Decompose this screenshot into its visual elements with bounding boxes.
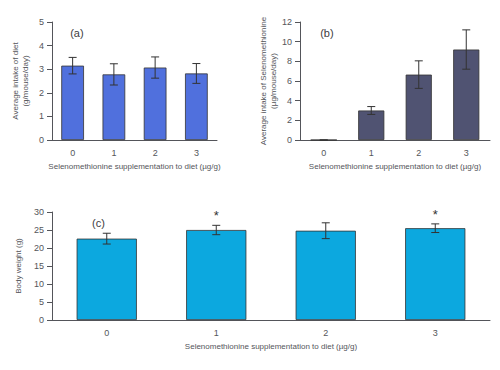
svg-text:1: 1 (111, 148, 116, 158)
svg-text:Selenomethionine supplementati: Selenomethionine supplementation to diet… (309, 162, 482, 171)
svg-text:2: 2 (323, 328, 328, 338)
svg-text:3: 3 (194, 148, 199, 158)
svg-text:(µg/mouse/day): (µg/mouse/day) (269, 53, 278, 109)
svg-text:Selenomethionine supplementati: Selenomethionine supplementation to diet… (185, 342, 358, 351)
svg-text:0: 0 (104, 328, 109, 338)
svg-text:8: 8 (287, 56, 292, 66)
svg-text:3: 3 (464, 148, 469, 158)
svg-text:3: 3 (433, 328, 438, 338)
svg-text:12: 12 (282, 17, 292, 27)
svg-text:0: 0 (70, 148, 75, 158)
svg-text:20: 20 (34, 243, 44, 253)
svg-text:0: 0 (287, 135, 292, 145)
svg-text:25: 25 (34, 225, 44, 235)
svg-text:(a): (a) (70, 27, 83, 39)
svg-text:2: 2 (39, 88, 44, 98)
svg-text:10: 10 (34, 279, 44, 289)
svg-text:0: 0 (39, 135, 44, 145)
svg-text:10: 10 (282, 37, 292, 47)
svg-text:5: 5 (39, 297, 44, 307)
svg-text:(b): (b) (320, 27, 333, 39)
svg-text:Average intake of diet: Average intake of diet (11, 42, 20, 120)
svg-text:0: 0 (39, 315, 44, 325)
svg-text:30: 30 (34, 207, 44, 217)
svg-text:Average intake of Selenomethio: Average intake of Selenomethionine (259, 16, 268, 145)
svg-text:15: 15 (34, 261, 44, 271)
svg-text:1: 1 (39, 111, 44, 121)
svg-text:4: 4 (287, 96, 292, 106)
svg-text:2: 2 (153, 148, 158, 158)
svg-text:*: * (214, 208, 219, 223)
svg-text:*: * (433, 207, 438, 222)
svg-text:4: 4 (39, 41, 44, 51)
svg-text:Selenomethionine supplementati: Selenomethionine supplementation to diet… (48, 162, 221, 171)
svg-text:Body weight (g): Body weight (g) (14, 238, 23, 294)
svg-text:2: 2 (287, 115, 292, 125)
svg-text:6: 6 (287, 76, 292, 86)
svg-text:(g/mouse/day): (g/mouse/day) (21, 55, 30, 106)
svg-text:1: 1 (214, 328, 219, 338)
svg-text:2: 2 (416, 148, 421, 158)
svg-text:5: 5 (39, 17, 44, 27)
svg-text:(c): (c) (92, 217, 105, 229)
svg-text:3: 3 (39, 64, 44, 74)
svg-text:1: 1 (369, 148, 374, 158)
svg-text:0: 0 (321, 148, 326, 158)
